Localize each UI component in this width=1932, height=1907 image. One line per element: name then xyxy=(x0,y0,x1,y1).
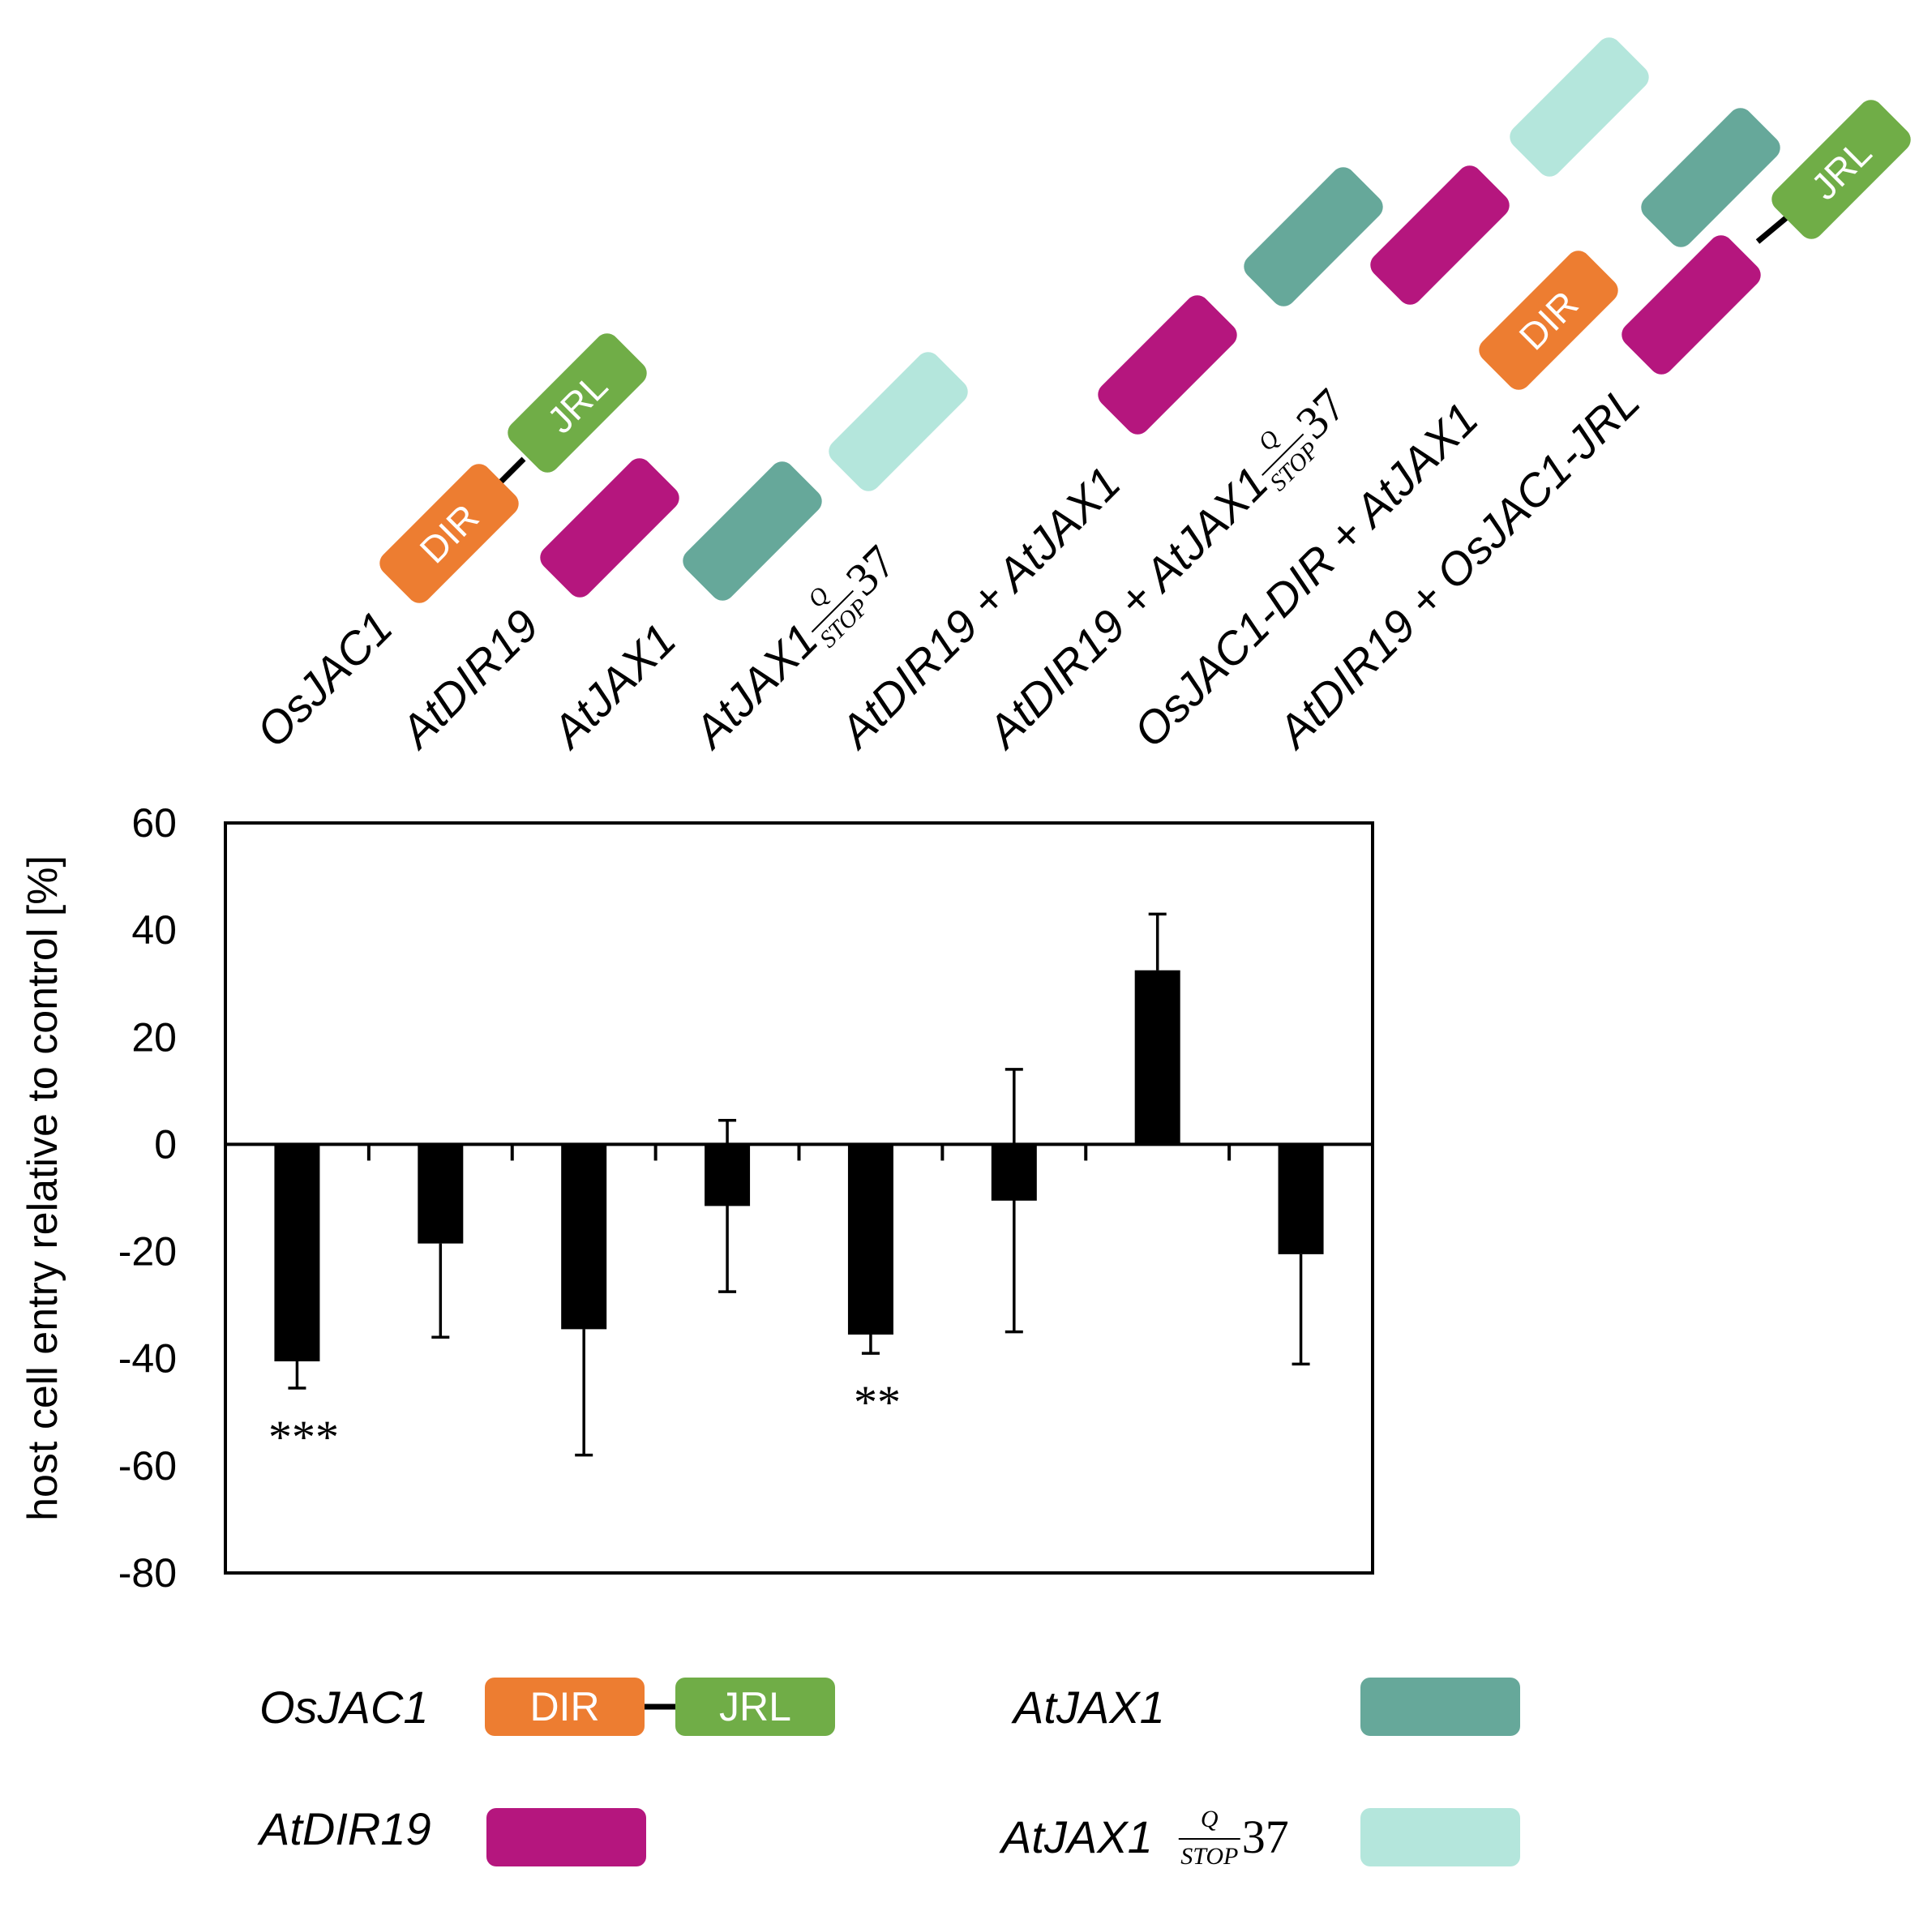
atdir19-domain xyxy=(540,458,679,598)
y-tick-label: -40 xyxy=(118,1336,177,1382)
jrl-domain: JRL xyxy=(508,333,647,473)
legend-label: AtJAX1 xyxy=(999,1811,1153,1862)
y-tick-label: 60 xyxy=(131,800,177,846)
y-tick-label: 0 xyxy=(154,1121,177,1167)
atjax1_stop-box xyxy=(829,352,968,491)
error-bar xyxy=(288,1361,306,1390)
x-axis-ticks xyxy=(366,1144,1232,1161)
y-tick-label: 40 xyxy=(131,907,177,953)
atjax1-box xyxy=(1244,167,1383,306)
category-label-text: AtDIR19 xyxy=(389,599,548,758)
construct-3 xyxy=(829,352,968,491)
dir-box xyxy=(1479,251,1618,390)
bars xyxy=(274,970,1324,1362)
y-axis-label: host cell entry relative to control [%] xyxy=(19,855,66,1521)
mutation-position: 37 xyxy=(1286,379,1356,449)
category-label: AtDIR19 xyxy=(389,599,548,758)
atdir19-domain xyxy=(1621,235,1761,375)
legend: OsJAC1 DIR JRL AtJAX1 AtDIR19 AtJAX1 Q STOP 37 xyxy=(257,1678,1520,1870)
construct-4 xyxy=(1098,167,1383,435)
atdir19-box xyxy=(1098,295,1237,435)
jrl-domain: JRL xyxy=(1771,100,1911,239)
atjax1_stop-box xyxy=(1510,37,1649,177)
construct-2 xyxy=(683,461,822,601)
atdir19-domain xyxy=(1370,165,1510,305)
category-label: AtDIR19 + AtJAX1 xyxy=(829,457,1130,759)
legend-label: AtDIR19 xyxy=(257,1803,431,1854)
fraction-bar xyxy=(811,589,855,633)
error-bar xyxy=(861,1334,880,1355)
error-bar xyxy=(1292,1253,1310,1366)
bar xyxy=(418,1144,464,1244)
jrl-swatch xyxy=(675,1678,835,1736)
bar xyxy=(561,1144,607,1330)
category-label-text: AtJAX1 xyxy=(683,614,828,759)
significance-marker: *** xyxy=(268,1411,339,1463)
legend-label: OsJAC1 xyxy=(259,1682,429,1733)
legend-mutation-numerator: Q xyxy=(1201,1806,1219,1832)
category-label: AtJAX1 xyxy=(541,614,686,759)
dir-box xyxy=(379,464,519,603)
jrl-box xyxy=(1771,100,1911,239)
mutation-numerator: Q xyxy=(803,581,834,613)
atdir19-box xyxy=(1370,165,1510,305)
fraction-bar xyxy=(1262,433,1304,476)
y-tick-label: -20 xyxy=(118,1229,177,1275)
linker xyxy=(1755,215,1789,244)
jrl-swatch-label: JRL xyxy=(719,1684,791,1729)
bar xyxy=(274,1144,320,1362)
mutation-position: 37 xyxy=(835,535,906,606)
dir-swatch-label: DIR xyxy=(529,1684,599,1729)
atjax1-domain xyxy=(1641,108,1780,247)
error-bar xyxy=(431,1243,450,1339)
atjax1-domain xyxy=(683,461,822,601)
bar xyxy=(847,1144,893,1335)
y-tick-label: -60 xyxy=(118,1443,177,1489)
atjax1-swatch xyxy=(1360,1678,1520,1736)
legend-mutation-denominator: STOP xyxy=(1180,1843,1238,1870)
error-bar xyxy=(575,1329,593,1457)
atjax1_stop-domain xyxy=(829,352,968,491)
construct-1 xyxy=(540,458,679,598)
category-label-text: OsJAC1 xyxy=(246,602,402,757)
atjax1_stop-swatch xyxy=(1360,1808,1520,1866)
significance-marker: ** xyxy=(854,1376,901,1429)
y-tick-label: 20 xyxy=(131,1014,177,1060)
y-tick-label: -80 xyxy=(118,1550,177,1596)
error-bar xyxy=(1148,912,1167,971)
category-label-text: AtDIR19 + AtJAX1 xyxy=(976,457,1278,759)
jrl-box xyxy=(508,333,647,473)
linker xyxy=(497,456,526,486)
bar xyxy=(1278,1144,1324,1254)
construct-5 xyxy=(1370,37,1649,305)
atdir19-domain xyxy=(1098,295,1237,435)
atjax1-box xyxy=(683,461,822,601)
atdir19-box xyxy=(540,458,679,598)
legend-label: AtJAX1 xyxy=(1011,1682,1165,1733)
legend-mutation-position: 37 xyxy=(1242,1811,1289,1863)
atjax1_stop-domain xyxy=(1510,37,1649,177)
error-bars xyxy=(288,912,1310,1457)
category-label: OsJAC1 xyxy=(246,602,402,757)
category-label-text: AtDIR19 + AtJAX1 xyxy=(829,457,1130,759)
bar xyxy=(1134,970,1180,1145)
atdir19-box xyxy=(1621,235,1761,375)
significance-markers: ***** xyxy=(268,1376,901,1463)
category-label-text: AtJAX1 xyxy=(541,614,686,759)
dir-domain: DIR xyxy=(1479,251,1618,390)
mutation-numerator: Q xyxy=(1253,425,1285,456)
atdir19-swatch xyxy=(486,1808,646,1866)
plot-frame xyxy=(224,821,1374,1575)
error-bar xyxy=(718,1118,737,1293)
error-bar xyxy=(1005,1068,1023,1334)
atjax1-domain xyxy=(1244,167,1383,306)
atjax1-box xyxy=(1641,108,1780,247)
y-axis: 60 40 20 0 -20 -40 -60 -80 xyxy=(118,800,177,1596)
dir-swatch xyxy=(485,1678,645,1736)
